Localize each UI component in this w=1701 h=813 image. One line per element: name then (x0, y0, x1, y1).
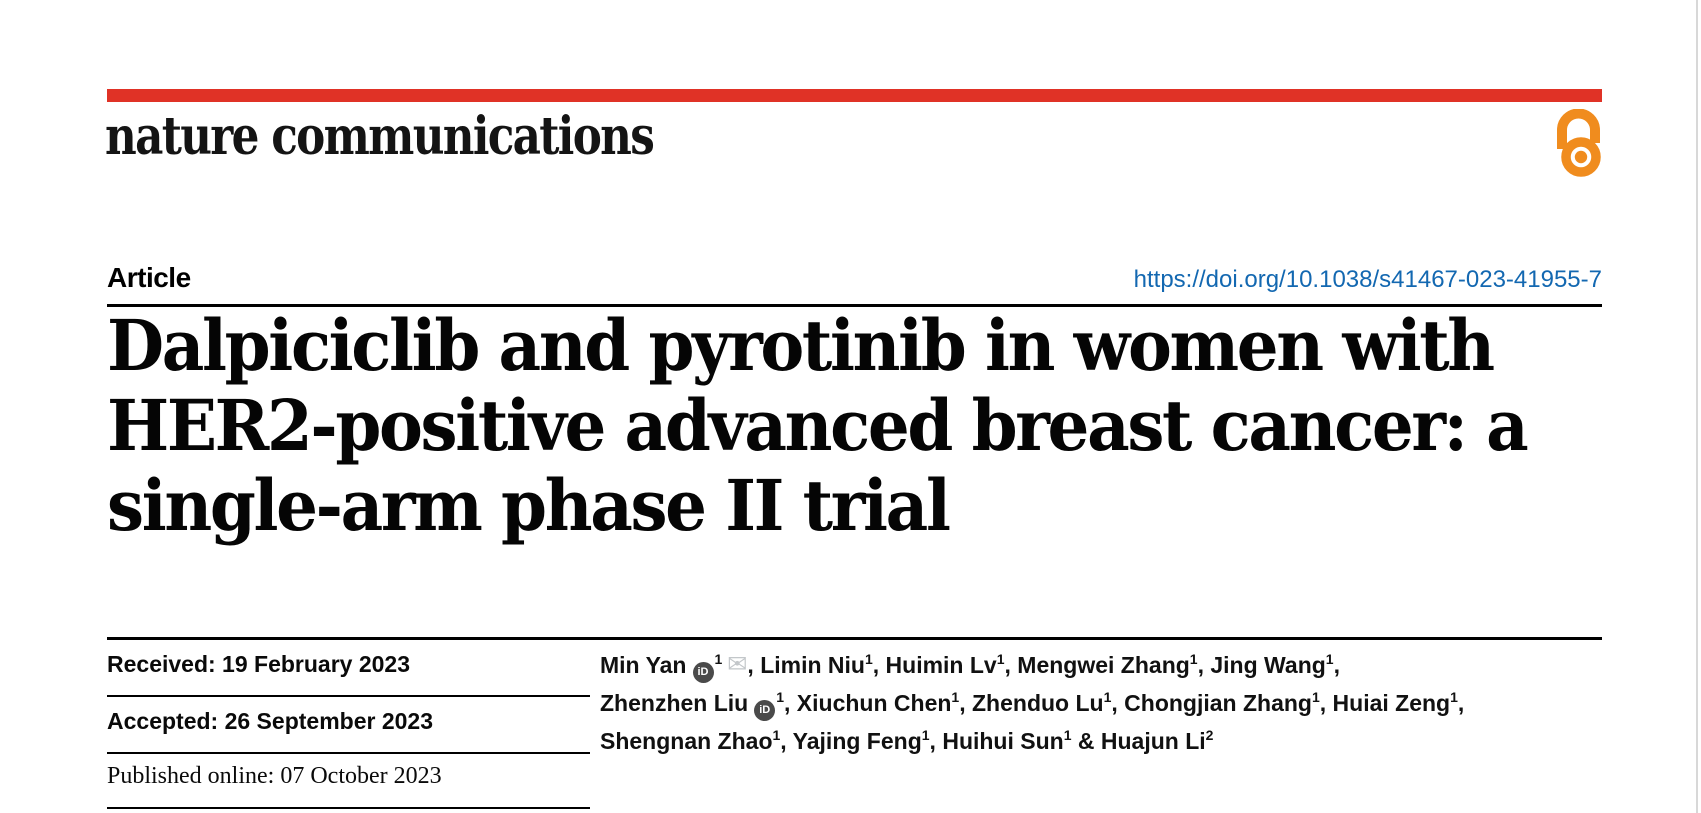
article-title-line: Dalpiciclib and pyrotinib in women with (107, 304, 1495, 387)
affiliation-superscript: 1 (772, 727, 781, 743)
author-name: Limin Niu (760, 652, 865, 678)
author-separator: , (747, 652, 761, 678)
author-separator: , (872, 652, 886, 678)
orcid-icon[interactable]: iD (692, 662, 714, 683)
affiliation-superscript: 1 (996, 651, 1005, 667)
affiliation-superscript: 2 (1205, 727, 1214, 743)
affiliation-superscript: 1 (1325, 651, 1334, 667)
published-date: Published online: 07 October 2023 (107, 763, 442, 789)
author-name: Zhenzhen Liu (600, 690, 749, 716)
author-separator: , (959, 690, 972, 716)
author-name: Jing Wang (1210, 652, 1326, 678)
orcid-icon[interactable]: iD (754, 700, 776, 721)
page-edge-line (1696, 0, 1698, 813)
affiliation-superscript: 1 (714, 651, 723, 667)
affiliation-superscript: 1 (864, 651, 873, 667)
author-separator: , (1457, 690, 1465, 716)
date-divider-rule (107, 752, 590, 754)
article-type-label: Article (107, 262, 191, 293)
masthead-red-bar (107, 89, 1602, 102)
author-name: Shengnan Zhao (600, 728, 773, 754)
article-title-line: single-arm phase II trial (107, 464, 951, 547)
author-name: Yajing Feng (792, 728, 922, 754)
author-separator: , (1197, 652, 1211, 678)
author-name: Zhenduo Lu (972, 690, 1104, 716)
author-separator: , (780, 728, 793, 754)
affiliation-superscript: 1 (1103, 689, 1112, 705)
author-name: Chongjian Zhang (1124, 690, 1312, 716)
author-separator: , (1319, 690, 1333, 716)
affiliation-superscript: 1 (951, 689, 960, 705)
author-separator: , (784, 690, 797, 716)
author-separator: , (1111, 690, 1125, 716)
article-title: Dalpiciclib and pyrotinib in women with … (107, 306, 1573, 546)
author-name: Huihui Sun (942, 728, 1064, 754)
affiliation-superscript: 1 (1189, 651, 1198, 667)
affiliation-superscript: 1 (1311, 689, 1320, 705)
author-separator: , (1004, 652, 1018, 678)
author-separator: , (929, 728, 943, 754)
affiliation-superscript: 1 (921, 727, 930, 743)
doi-link[interactable]: https://doi.org/10.1038/s41467-023-41955… (1133, 266, 1602, 293)
article-title-line: HER2-positive advanced breast cancer: a (107, 384, 1529, 467)
date-divider-rule (107, 695, 590, 697)
journal-logo: nature communications (105, 106, 655, 167)
author-name: Xiuchun Chen (796, 690, 952, 716)
author-name: Huiai Zeng (1332, 690, 1451, 716)
author-line: Zhenzhen Liu iD1, Xiuchun Chen1, Zhenduo … (600, 686, 1610, 724)
affiliation-superscript: 1 (1063, 727, 1072, 743)
received-date: Received: 19 February 2023 (107, 651, 411, 677)
author-name: Huimin Lv (885, 652, 997, 678)
email-icon[interactable]: ✉ (727, 650, 748, 678)
author-name: & Huajun Li (1077, 728, 1206, 754)
author-name: Min Yan (600, 652, 687, 678)
author-name: Mengwei Zhang (1017, 652, 1190, 678)
author-lines: Min Yan iD1 ✉, Limin Niu1, Huimin Lv1, Men… (600, 647, 1610, 762)
date-divider-rule (107, 807, 590, 809)
open-access-icon[interactable] (1556, 108, 1602, 184)
accepted-date: Accepted: 26 September 2023 (107, 708, 433, 734)
affiliation-superscript: 1 (776, 689, 785, 705)
author-line: Shengnan Zhao1, Yajing Feng1, Huihui Sun… (600, 724, 1610, 762)
author-separator: , (1333, 652, 1340, 678)
author-line: Min Yan iD1 ✉, Limin Niu1, Huimin Lv1, Men… (600, 647, 1610, 686)
affiliation-superscript: 1 (1450, 689, 1458, 705)
header-divider-rule (107, 304, 1602, 307)
byline-top-rule (107, 637, 1602, 640)
